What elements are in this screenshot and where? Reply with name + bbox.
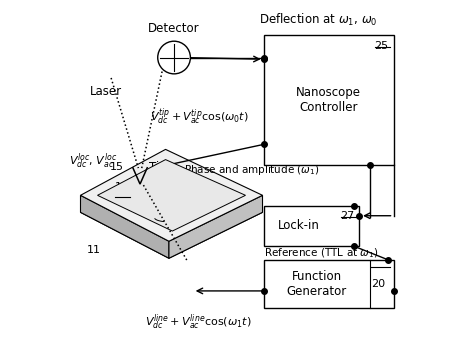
Text: Detector: Detector — [148, 22, 200, 35]
Text: Phase and amplitude ($\omega_1$): Phase and amplitude ($\omega_1$) — [184, 163, 320, 177]
Polygon shape — [81, 166, 263, 258]
Polygon shape — [81, 195, 169, 258]
Bar — [264, 260, 393, 308]
Text: $V^{line}_{dc}+V^{line}_{ac}\cos(\omega_1 t)$: $V^{line}_{dc}+V^{line}_{ac}\cos(\omega_… — [145, 312, 252, 332]
Text: 27: 27 — [340, 211, 355, 221]
Text: Tip: Tip — [148, 161, 166, 174]
Text: Function
Generator: Function Generator — [287, 270, 347, 298]
Text: $V^{tip}_{dc}+V^{tip}_{ac}\cos(\omega_0 t)$: $V^{tip}_{dc}+V^{tip}_{ac}\cos(\omega_0 … — [150, 107, 249, 128]
Bar — [264, 35, 393, 165]
Text: 10: 10 — [115, 182, 128, 192]
Text: Nanoscope
Controller: Nanoscope Controller — [296, 86, 361, 114]
Text: Lock-in: Lock-in — [278, 220, 319, 233]
Text: Reference (TTL at $\omega_1$): Reference (TTL at $\omega_1$) — [264, 246, 379, 260]
Text: 15: 15 — [110, 163, 124, 173]
Text: 25: 25 — [374, 40, 388, 50]
Polygon shape — [81, 150, 263, 241]
Circle shape — [158, 41, 191, 74]
Text: Deflection at $\omega_1$, $\omega_0$: Deflection at $\omega_1$, $\omega_0$ — [259, 12, 378, 28]
Polygon shape — [169, 195, 263, 258]
Bar — [264, 205, 359, 246]
Polygon shape — [98, 159, 246, 231]
Text: 20: 20 — [371, 279, 385, 289]
Text: $V^{loc}_{dc}$, $V^{loc}_{ac}$: $V^{loc}_{dc}$, $V^{loc}_{ac}$ — [69, 152, 117, 171]
Text: 11: 11 — [87, 245, 101, 255]
Text: Laser: Laser — [90, 85, 122, 98]
